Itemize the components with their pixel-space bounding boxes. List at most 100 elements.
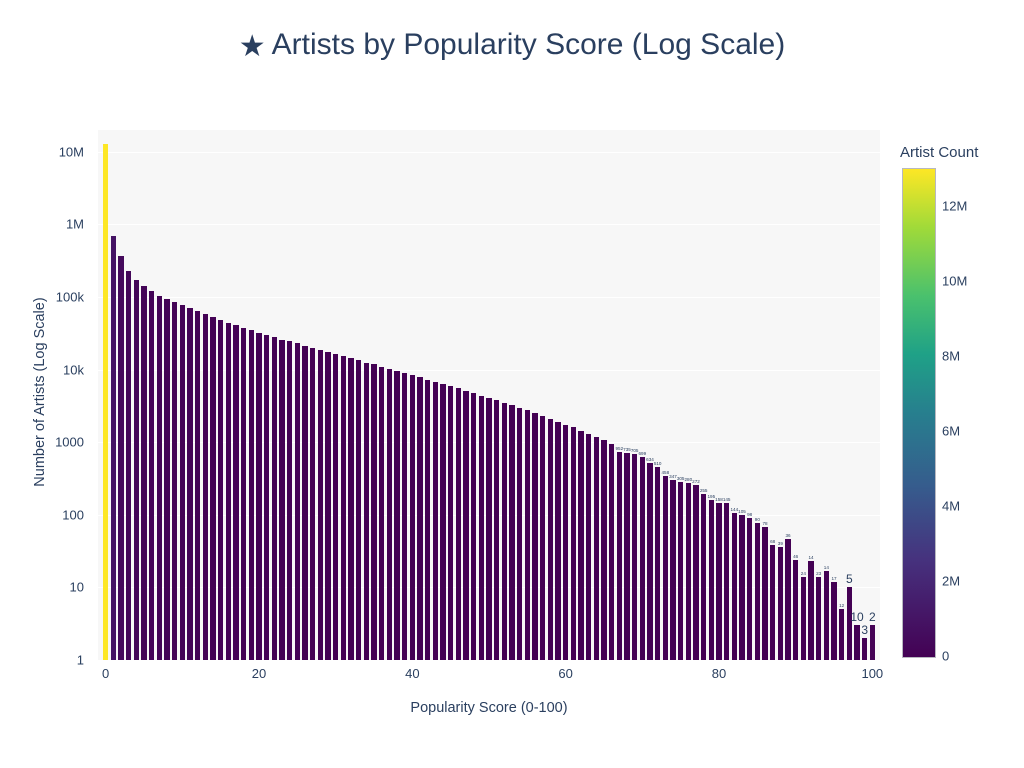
bar[interactable] [386, 368, 393, 660]
bar[interactable] [171, 301, 178, 660]
bar[interactable] [800, 576, 807, 660]
bar[interactable] [631, 453, 638, 660]
bar[interactable] [754, 522, 761, 660]
bar[interactable] [808, 561, 814, 660]
bar[interactable] [815, 576, 822, 660]
bar[interactable] [478, 395, 485, 660]
bar[interactable] [608, 443, 615, 660]
bar[interactable] [210, 317, 216, 660]
bar[interactable] [401, 372, 408, 660]
bar[interactable] [294, 343, 301, 660]
bar[interactable] [639, 456, 646, 660]
bar[interactable] [148, 291, 155, 660]
bar[interactable] [440, 384, 446, 660]
bar[interactable] [409, 375, 416, 660]
bar[interactable] [424, 379, 431, 660]
bar[interactable] [854, 625, 860, 660]
bar[interactable] [141, 286, 147, 660]
bar[interactable] [486, 397, 492, 660]
bar[interactable] [194, 311, 201, 660]
bar[interactable] [271, 337, 278, 660]
bar[interactable] [509, 405, 515, 660]
bar[interactable] [455, 388, 462, 660]
bar[interactable] [685, 483, 692, 660]
bar[interactable] [777, 547, 784, 660]
bar[interactable] [532, 413, 538, 660]
bar[interactable] [463, 390, 469, 660]
bar[interactable] [110, 235, 117, 660]
bar[interactable] [340, 355, 347, 660]
bar[interactable] [470, 393, 477, 660]
bar[interactable] [263, 335, 270, 660]
bar[interactable] [838, 609, 845, 660]
bar[interactable] [654, 466, 661, 660]
bar[interactable] [125, 270, 132, 660]
bar[interactable] [861, 638, 868, 660]
bar[interactable] [317, 350, 324, 660]
bar[interactable] [746, 518, 753, 660]
bar[interactable] [792, 559, 799, 660]
bar[interactable] [616, 451, 623, 660]
bar[interactable] [539, 415, 546, 660]
bar[interactable] [670, 479, 676, 660]
bar[interactable] [133, 280, 140, 660]
bar[interactable] [662, 475, 669, 660]
bar[interactable] [371, 364, 377, 660]
bar[interactable] [164, 298, 170, 660]
bar[interactable] [585, 433, 592, 660]
bar[interactable] [202, 314, 209, 660]
bar[interactable] [240, 327, 247, 660]
bar[interactable] [447, 386, 454, 660]
bar[interactable] [378, 366, 385, 660]
bar[interactable] [417, 377, 423, 660]
bar[interactable] [118, 255, 124, 660]
bar[interactable] [493, 400, 500, 660]
bar[interactable] [187, 307, 193, 660]
bar[interactable] [279, 339, 285, 660]
bar[interactable] [601, 440, 607, 660]
bar[interactable] [762, 526, 768, 660]
bar[interactable] [700, 493, 707, 660]
bar[interactable] [769, 544, 776, 660]
bar[interactable] [102, 143, 109, 660]
bar[interactable] [593, 437, 600, 660]
bar[interactable] [731, 513, 738, 660]
bar[interactable] [302, 345, 308, 660]
bar[interactable] [156, 295, 163, 660]
bar[interactable] [846, 587, 853, 660]
bar[interactable] [555, 422, 561, 660]
bar[interactable] [693, 485, 699, 660]
bar[interactable] [394, 370, 400, 660]
bar[interactable] [647, 463, 653, 660]
bar[interactable] [348, 357, 354, 660]
bar[interactable] [785, 539, 791, 660]
bar[interactable] [677, 482, 684, 660]
bar[interactable] [869, 625, 876, 660]
bar[interactable] [739, 515, 745, 660]
bar[interactable] [578, 430, 584, 660]
bar[interactable] [501, 402, 508, 660]
bar[interactable] [355, 360, 362, 660]
bar[interactable] [570, 427, 577, 660]
bar[interactable] [325, 352, 331, 660]
bar[interactable] [248, 330, 255, 660]
bar[interactable] [309, 347, 316, 660]
bar[interactable] [286, 341, 293, 660]
bar[interactable] [524, 410, 531, 660]
bar[interactable] [547, 418, 554, 660]
bar[interactable] [831, 581, 837, 660]
bar[interactable] [256, 332, 262, 660]
bar[interactable] [723, 503, 730, 660]
bar[interactable] [716, 503, 722, 660]
bar[interactable] [516, 407, 523, 660]
bar[interactable] [233, 325, 239, 660]
bar[interactable] [708, 500, 715, 660]
bar[interactable] [179, 304, 186, 660]
bar[interactable] [624, 453, 630, 660]
bar[interactable] [217, 320, 224, 660]
bar[interactable] [823, 570, 830, 660]
bar[interactable] [332, 353, 339, 660]
bar[interactable] [225, 322, 232, 660]
bar[interactable] [562, 424, 569, 660]
bar[interactable] [363, 362, 370, 660]
